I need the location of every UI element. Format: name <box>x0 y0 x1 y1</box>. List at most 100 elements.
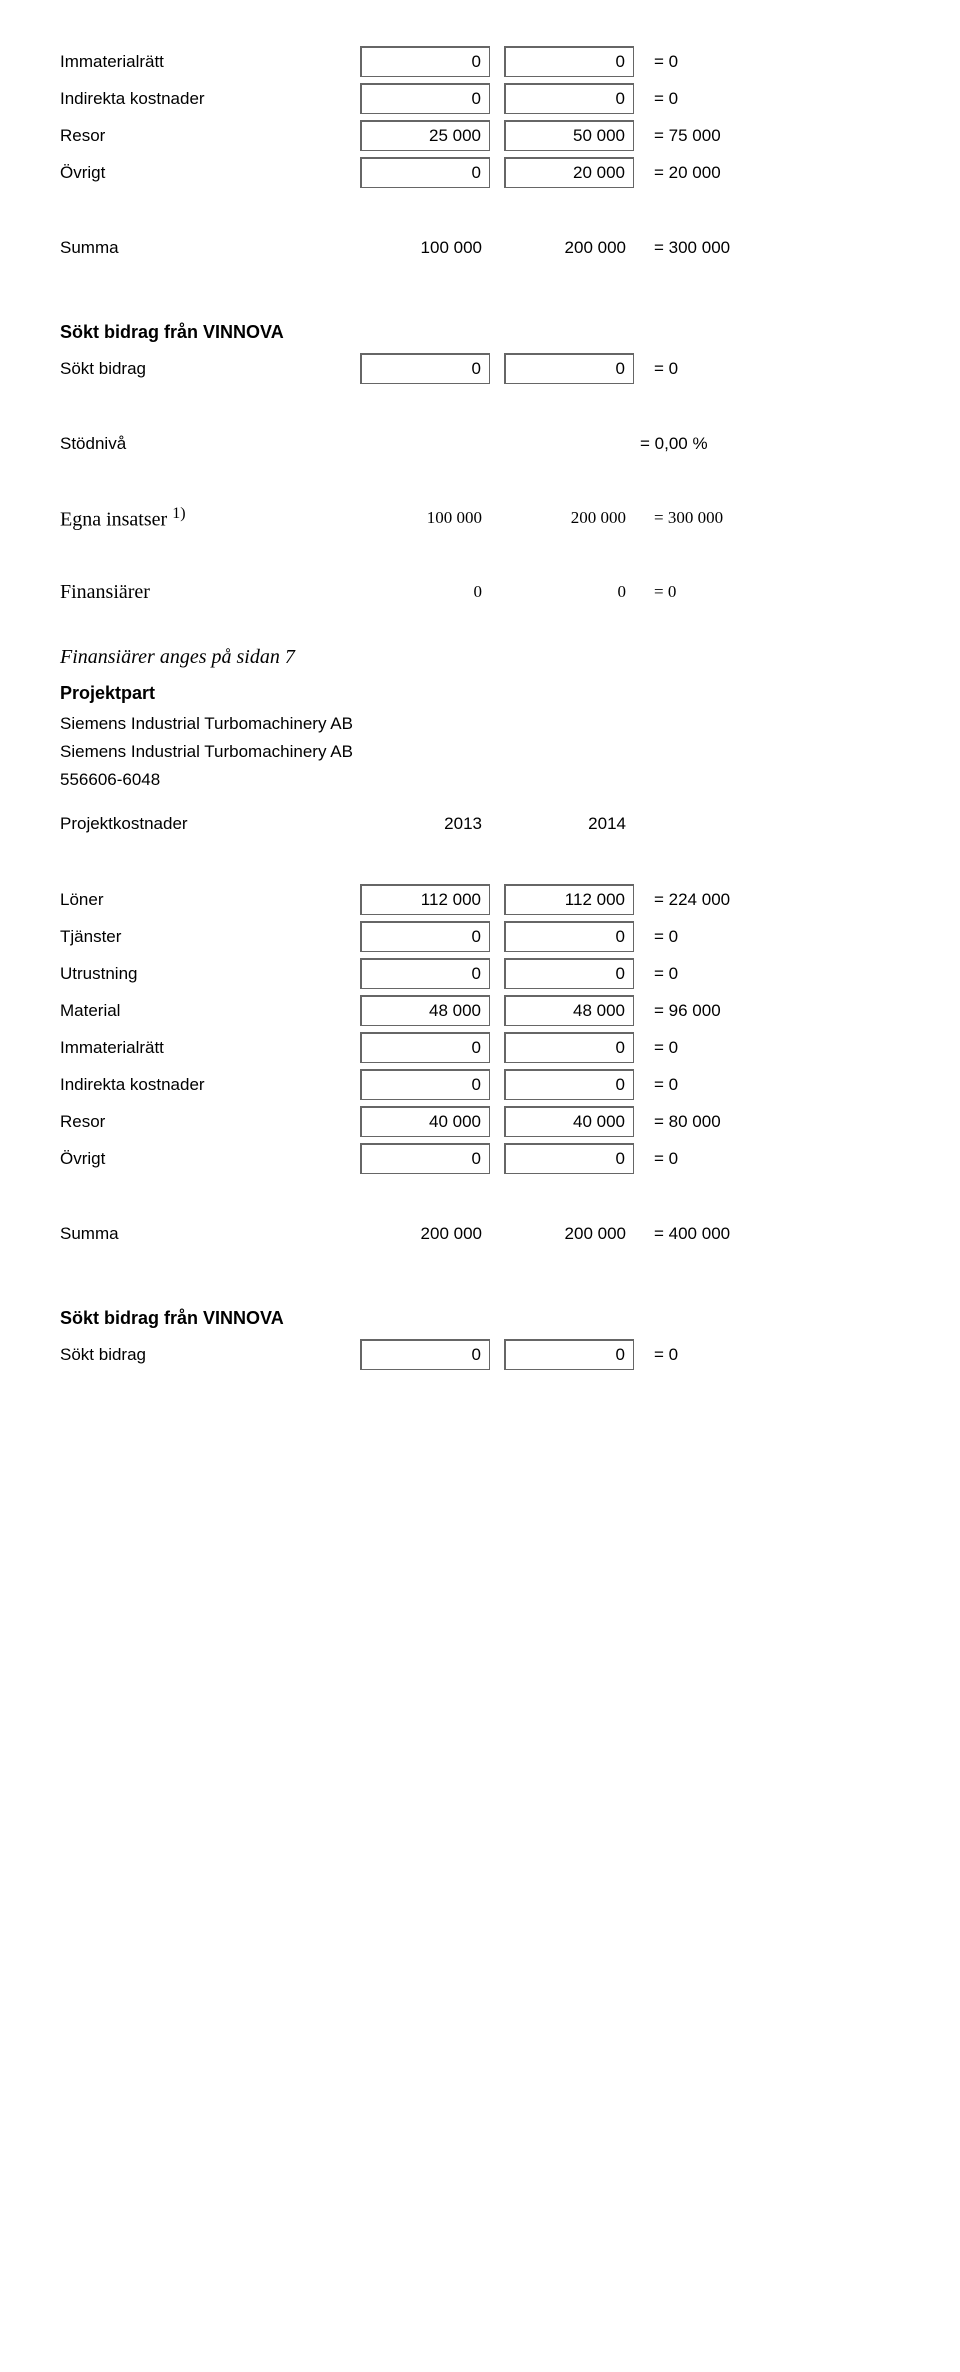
label-indirekta: Indirekta kostnader <box>60 89 360 109</box>
cell-resor2-c1[interactable]: 40 000 <box>360 1106 490 1137</box>
label-summa: Summa <box>60 238 360 258</box>
cell-res-res: = 75 000 <box>648 122 808 150</box>
cell-egna-c1: 100 000 <box>360 504 490 532</box>
cell-ovr-res: = 20 000 <box>648 159 808 187</box>
cell-imm2-res: = 0 <box>648 1034 808 1062</box>
cell-tj-res: = 0 <box>648 923 808 951</box>
label-immaterialratt: Immaterialrätt <box>60 52 360 72</box>
row-fin: Finansiärer 0 0 = 0 <box>60 578 900 606</box>
cell-egna-c2: 200 000 <box>504 504 634 532</box>
heading-sokt-1: Sökt bidrag från VINNOVA <box>60 322 900 343</box>
cell-imm-c2[interactable]: 0 <box>504 46 634 77</box>
row-summa-top: Summa 100 000 200 000 = 300 000 <box>60 234 900 262</box>
label-egna: Egna insatser 1) <box>60 505 360 532</box>
cell-ovr-c2[interactable]: 20 000 <box>504 157 634 188</box>
label-imm2: Immaterialrätt <box>60 1038 360 1058</box>
cell-sokt2-c2[interactable]: 0 <box>504 1339 634 1370</box>
cell-ind-c1[interactable]: 0 <box>360 83 490 114</box>
label-ovrigt2: Övrigt <box>60 1149 360 1169</box>
row-projektkostnader-header: Projektkostnader 2013 2014 <box>60 810 900 838</box>
row-summa2: Summa 200 000 200 000 = 400 000 <box>60 1220 900 1248</box>
cell-utr-c1[interactable]: 0 <box>360 958 490 989</box>
row-immaterialratt: Immaterialrätt 0 0 = 0 <box>60 46 900 77</box>
cell-ovr2-c1[interactable]: 0 <box>360 1143 490 1174</box>
col-year1: 2013 <box>360 810 490 838</box>
label-sokt-bidrag: Sökt bidrag <box>60 359 360 379</box>
cell-ind2-c2[interactable]: 0 <box>504 1069 634 1100</box>
cell-summa-c1: 100 000 <box>360 234 490 262</box>
cell-sokt1-res: = 0 <box>648 355 808 383</box>
row-loner: Löner 112 000 112 000 = 224 000 <box>60 884 900 915</box>
cell-utr-res: = 0 <box>648 960 808 988</box>
row-stodniva: Stödnivå = 0,00 % <box>60 430 900 458</box>
row-resor2: Resor 40 000 40 000 = 80 000 <box>60 1106 900 1137</box>
cell-res-c1[interactable]: 25 000 <box>360 120 490 151</box>
label-projektkostnader: Projektkostnader <box>60 814 360 834</box>
cell-resor2-c2[interactable]: 40 000 <box>504 1106 634 1137</box>
cell-ovr2-res: = 0 <box>648 1145 808 1173</box>
heading-sokt-2: Sökt bidrag från VINNOVA <box>60 1308 900 1329</box>
cell-loner-c2[interactable]: 112 000 <box>504 884 634 915</box>
cell-summa-res: = 300 000 <box>648 234 808 262</box>
cell-imm2-c1[interactable]: 0 <box>360 1032 490 1063</box>
cell-imm-c1[interactable]: 0 <box>360 46 490 77</box>
label-summa2: Summa <box>60 1224 360 1244</box>
row-imm2: Immaterialrätt 0 0 = 0 <box>60 1032 900 1063</box>
cell-summa2-res: = 400 000 <box>648 1220 808 1248</box>
row-tjanster: Tjänster 0 0 = 0 <box>60 921 900 952</box>
label-utrustning: Utrustning <box>60 964 360 984</box>
cell-summa2-c2: 200 000 <box>504 1220 634 1248</box>
label-resor2: Resor <box>60 1112 360 1132</box>
cell-ind2-res: = 0 <box>648 1071 808 1099</box>
cell-ind-c2[interactable]: 0 <box>504 83 634 114</box>
row-egna: Egna insatser 1) 100 000 200 000 = 300 0… <box>60 504 900 532</box>
orgnr: 556606-6048 <box>60 770 900 790</box>
cell-summa-c2: 200 000 <box>504 234 634 262</box>
cell-sokt1-c2[interactable]: 0 <box>504 353 634 384</box>
cell-res-c2[interactable]: 50 000 <box>504 120 634 151</box>
label-resor: Resor <box>60 126 360 146</box>
cell-ovr2-c2[interactable]: 0 <box>504 1143 634 1174</box>
cell-sokt2-c1[interactable]: 0 <box>360 1339 490 1370</box>
cell-tj-c2[interactable]: 0 <box>504 921 634 952</box>
label-tjanster: Tjänster <box>60 927 360 947</box>
row-sokt2: Sökt bidrag 0 0 = 0 <box>60 1339 900 1370</box>
cell-fin-c1: 0 <box>360 578 490 606</box>
row-ind2: Indirekta kostnader 0 0 = 0 <box>60 1069 900 1100</box>
cell-summa2-c1: 200 000 <box>360 1220 490 1248</box>
cell-sokt2-res: = 0 <box>648 1341 808 1369</box>
value-stodniva: = 0,00 % <box>634 430 834 458</box>
row-ovrigt: Övrigt 0 20 000 = 20 000 <box>60 157 900 188</box>
cell-mat-c2[interactable]: 48 000 <box>504 995 634 1026</box>
cell-fin-res: = 0 <box>648 578 808 606</box>
cell-ind2-c1[interactable]: 0 <box>360 1069 490 1100</box>
row-indirekta: Indirekta kostnader 0 0 = 0 <box>60 83 900 114</box>
text-egna: Egna insatser <box>60 508 167 530</box>
label-stodniva: Stödnivå <box>60 434 360 454</box>
cell-ind-res: = 0 <box>648 85 808 113</box>
sup-egna: 1) <box>172 505 185 522</box>
cell-imm2-c2[interactable]: 0 <box>504 1032 634 1063</box>
cell-utr-c2[interactable]: 0 <box>504 958 634 989</box>
label-material: Material <box>60 1001 360 1021</box>
cell-tj-c1[interactable]: 0 <box>360 921 490 952</box>
cell-resor2-res: = 80 000 <box>648 1108 808 1136</box>
cell-egna-res: = 300 000 <box>648 504 808 532</box>
row-sokt1: Sökt bidrag 0 0 = 0 <box>60 353 900 384</box>
cell-ovr-c1[interactable]: 0 <box>360 157 490 188</box>
heading-projektpart: Projektpart <box>60 683 900 704</box>
cell-imm-res: = 0 <box>648 48 808 76</box>
cell-loner-c1[interactable]: 112 000 <box>360 884 490 915</box>
cell-fin-c2: 0 <box>504 578 634 606</box>
cell-mat-c1[interactable]: 48 000 <box>360 995 490 1026</box>
cell-sokt1-c1[interactable]: 0 <box>360 353 490 384</box>
row-material: Material 48 000 48 000 = 96 000 <box>60 995 900 1026</box>
col-year2: 2014 <box>504 810 634 838</box>
label-ovrigt: Övrigt <box>60 163 360 183</box>
cell-mat-res: = 96 000 <box>648 997 808 1025</box>
label-ind2: Indirekta kostnader <box>60 1075 360 1095</box>
row-resor: Resor 25 000 50 000 = 75 000 <box>60 120 900 151</box>
label-fin: Finansiärer <box>60 581 360 604</box>
fin-note: Finansiärer anges på sidan 7 <box>60 646 900 669</box>
siemens-2: Siemens Industrial Turbomachinery AB <box>60 742 900 762</box>
